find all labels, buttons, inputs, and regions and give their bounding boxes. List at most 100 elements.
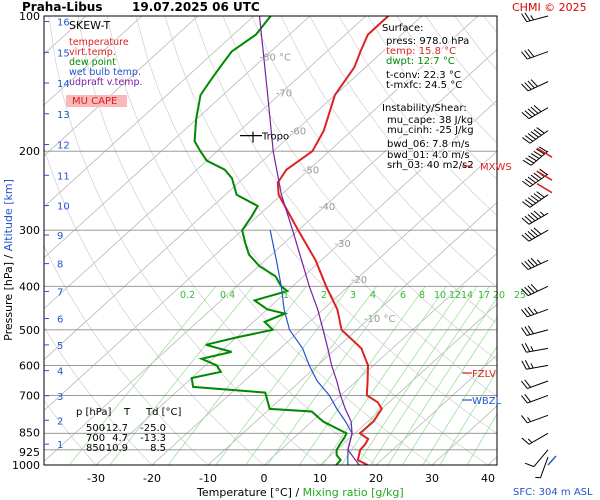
wind-barb-flag bbox=[525, 157, 535, 164]
wind-barb-flag bbox=[524, 199, 534, 206]
wind-barb-half bbox=[527, 438, 533, 443]
wind-barb-flag bbox=[530, 229, 539, 237]
level-table-cell: -13.3 bbox=[140, 433, 166, 444]
wind-barb-flag bbox=[530, 283, 538, 292]
wind-barb-flag bbox=[522, 180, 531, 188]
marker-label-fzlv: FZLV bbox=[472, 369, 496, 380]
temp-tick-label: 30 bbox=[425, 472, 439, 485]
instability-row: mu_cinh: -25 J/kg bbox=[387, 125, 474, 136]
isotherm-label: -50 bbox=[303, 166, 319, 177]
wind-barb-flag bbox=[533, 193, 542, 200]
wind-barb-flag bbox=[527, 197, 537, 204]
level-table-cell: 700 bbox=[86, 433, 105, 444]
legend-item: virt.temp. bbox=[69, 47, 116, 58]
mixing-ratio-label: 1 bbox=[283, 290, 289, 301]
wind-barb-flag bbox=[522, 201, 531, 208]
legend-item: temperature bbox=[69, 37, 129, 48]
wind-barb-half bbox=[530, 346, 534, 352]
km-tick-label: 3 bbox=[57, 392, 63, 403]
plot-frame bbox=[43, 15, 498, 466]
wind-barb-flag bbox=[524, 379, 532, 388]
wind-barb-flag bbox=[527, 176, 537, 184]
wind-barb-flag bbox=[527, 133, 537, 140]
marker-label-wbzl: WBZL bbox=[472, 396, 502, 407]
wind-barb-flag bbox=[521, 380, 528, 389]
dry-adiabat bbox=[106, 16, 433, 465]
wind-barb-staff bbox=[526, 347, 549, 353]
level-table-cell: 500 bbox=[86, 423, 105, 434]
mixing-ratio-label: 0.4 bbox=[220, 290, 235, 301]
pressure-tick-label: 700 bbox=[19, 389, 40, 402]
wind-barb-flag bbox=[524, 394, 532, 403]
mixing-ratio-label: 25 bbox=[514, 290, 526, 301]
km-tick-label: 16 bbox=[57, 18, 70, 29]
km-tick-label: 1 bbox=[57, 440, 63, 451]
km-tick-label: 4 bbox=[57, 367, 63, 378]
level-table-cell: 850 bbox=[86, 443, 105, 454]
mixing-ratio-label: 20 bbox=[493, 290, 505, 301]
wind-barb-flag bbox=[527, 231, 536, 239]
temp-tick-label: -20 bbox=[143, 472, 161, 485]
km-tick-label: 7 bbox=[57, 287, 63, 298]
wind-barb-max-highlight bbox=[536, 170, 553, 181]
wind-barb-flag bbox=[527, 80, 535, 89]
wind-barb-half bbox=[533, 308, 538, 314]
wind-barb-flag bbox=[521, 343, 527, 353]
wind-barb-flag bbox=[521, 51, 528, 60]
wind-barb-staff bbox=[529, 194, 549, 208]
wind-barb-flag bbox=[527, 285, 535, 294]
wind-barb-staff bbox=[527, 394, 549, 404]
wind-barb-flag bbox=[524, 343, 531, 352]
isotherm-label: -20 bbox=[351, 275, 367, 286]
wind-barb-staff bbox=[529, 130, 549, 144]
instability-row: bwd_01: 4.0 m/s bbox=[387, 150, 470, 161]
mixing-ratio-line bbox=[245, 286, 378, 465]
marker-label-mxws: MXWS bbox=[480, 162, 512, 173]
instability-title: Instability/Shear: bbox=[382, 103, 467, 114]
wind-barb-staff bbox=[528, 229, 549, 242]
pressure-tick-label: 600 bbox=[19, 359, 40, 372]
wind-barb-flag bbox=[527, 214, 536, 222]
surface-row: t-mxfc: 24.5 °C bbox=[386, 80, 462, 91]
dry-adiabat bbox=[222, 16, 497, 361]
km-tick-label: 10 bbox=[57, 202, 70, 213]
wind-barb-flag bbox=[536, 148, 545, 155]
isotherm-label: -80 °C bbox=[259, 52, 291, 63]
mixing-ratio-label: 2 bbox=[321, 290, 327, 301]
isotherm-line bbox=[44, 16, 479, 411]
wind-barb-flag bbox=[524, 215, 533, 223]
wind-barb-flag bbox=[533, 104, 542, 113]
wind-barb-flag bbox=[521, 217, 530, 225]
level-table-cell: -25.0 bbox=[140, 423, 166, 434]
wind-barb-flag bbox=[521, 262, 529, 270]
wind-barb-flag bbox=[530, 131, 539, 138]
wind-barb-flag bbox=[522, 137, 531, 144]
km-tick-label: 5 bbox=[57, 341, 63, 352]
wind-barb-staff bbox=[540, 456, 549, 478]
mixing-ratio-label: 10 bbox=[434, 290, 446, 301]
datetime-title: 19.07.2025 06 UTC bbox=[132, 0, 260, 14]
level-table-cell: 8.5 bbox=[150, 443, 166, 454]
x-axis-label-separator: / bbox=[291, 486, 303, 499]
wind-barb-flag bbox=[524, 50, 532, 59]
isotherm-label: -60 bbox=[290, 127, 306, 138]
pressure-tick-label: 300 bbox=[19, 224, 40, 237]
x-axis-label-temperature: Temperature [°C] bbox=[197, 486, 292, 499]
isotherm-line bbox=[375, 354, 497, 465]
y-axis-label: Pressure [hPa] / Altitude [km] bbox=[2, 179, 15, 341]
isotherm-line bbox=[263, 252, 497, 465]
wind-barb-flag bbox=[524, 82, 532, 90]
wind-barb-max-highlight bbox=[536, 147, 553, 158]
temp-tick-label: 40 bbox=[481, 472, 495, 485]
wind-barb-flag bbox=[521, 360, 527, 370]
isotherm-line bbox=[544, 16, 600, 465]
wind-barb-half bbox=[530, 363, 534, 369]
isotherm-line bbox=[44, 16, 255, 208]
isotherm-label: -70 bbox=[276, 88, 292, 99]
wind-barb-flag bbox=[539, 168, 548, 176]
km-tick-label: 8 bbox=[57, 260, 63, 271]
km-tick-label: 2 bbox=[57, 416, 63, 427]
dry-adiabat bbox=[309, 16, 497, 252]
wind-barb-flag bbox=[524, 260, 532, 269]
temp-tick-label: 0 bbox=[261, 472, 268, 485]
